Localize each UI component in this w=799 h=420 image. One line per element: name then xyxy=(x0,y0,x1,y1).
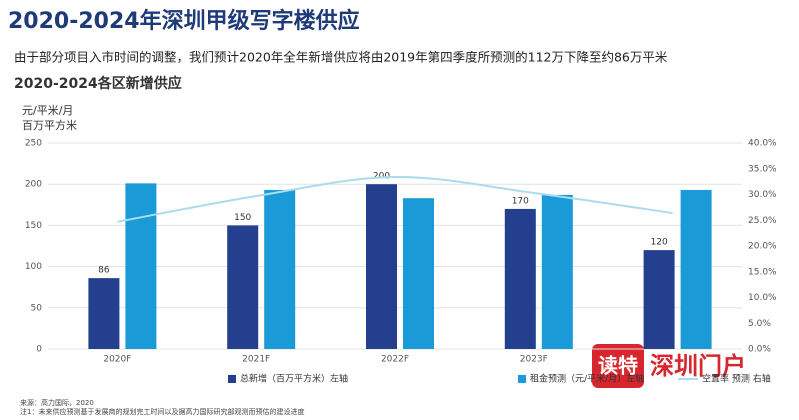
watermark-badge xyxy=(592,344,644,388)
bar xyxy=(366,184,397,349)
y2-tick-label: 10.0% xyxy=(748,293,777,303)
data-label: 150 xyxy=(234,213,251,223)
chart-subtitle: 2020-2024各区新增供应 xyxy=(14,75,182,92)
legend-swatch xyxy=(518,375,526,383)
data-label: 120 xyxy=(651,238,668,248)
x-tick-label: 2023F xyxy=(520,355,548,365)
x-tick-label: 2021F xyxy=(242,355,270,365)
line xyxy=(117,175,673,223)
bar xyxy=(680,189,712,349)
y-tick-label: 0 xyxy=(36,345,42,355)
watermark: 深圳门户 xyxy=(650,352,746,380)
bar xyxy=(88,278,120,349)
data-label: 170 xyxy=(512,196,529,206)
chart-title: 2020-2024年深圳甲级写字楼供应 xyxy=(8,8,360,34)
bar xyxy=(541,194,573,349)
bar xyxy=(403,198,434,349)
bar xyxy=(264,189,296,349)
watermark: 读特 xyxy=(598,354,638,378)
y2-tick-label: 35.0% xyxy=(748,164,777,174)
bar xyxy=(125,183,157,349)
data-label: 86 xyxy=(98,266,110,276)
legend-label: 租金预测（元/平米/月）左轴 xyxy=(530,373,644,385)
y-tick-label: 50 xyxy=(31,303,43,313)
bar xyxy=(643,250,675,349)
legend-swatch xyxy=(228,375,236,383)
y2-tick-label: 15.0% xyxy=(748,267,777,277)
y-tick-label: 200 xyxy=(25,180,42,190)
y-tick-label: 100 xyxy=(25,262,42,272)
y-axis-label: 元/平米/月 xyxy=(22,104,73,117)
x-tick-label: 2020F xyxy=(103,355,131,365)
y2-tick-label: 0.0% xyxy=(748,345,771,355)
x-tick-label: 2022F xyxy=(381,355,409,365)
y2-tick-label: 25.0% xyxy=(748,216,777,226)
subtitle: 由于部分项目入市时间的调整，我们预计2020年全年新增供应将由2019年第四季度… xyxy=(14,50,668,65)
bar xyxy=(504,208,536,349)
y-axis-label: 百万平方米 xyxy=(22,118,77,132)
y2-tick-label: 20.0% xyxy=(748,242,777,252)
y2-tick-label: 5.0% xyxy=(748,319,771,329)
note: 注1：未来供应预测基于发展商的规划完工时间以及据高力国际研究部观测而预估的建设进… xyxy=(20,407,304,416)
y2-tick-label: 40.0% xyxy=(748,139,777,149)
y-tick-label: 150 xyxy=(25,221,42,231)
y2-tick-label: 30.0% xyxy=(748,190,777,200)
bar xyxy=(227,225,259,349)
legend-label: 空置率 预测 右轴 xyxy=(702,373,771,385)
legend-label: 总新增（百万平方米）左轴 xyxy=(240,373,348,385)
source: 来源：高力国际，2020 xyxy=(20,398,94,407)
y-tick-label: 250 xyxy=(25,139,42,149)
